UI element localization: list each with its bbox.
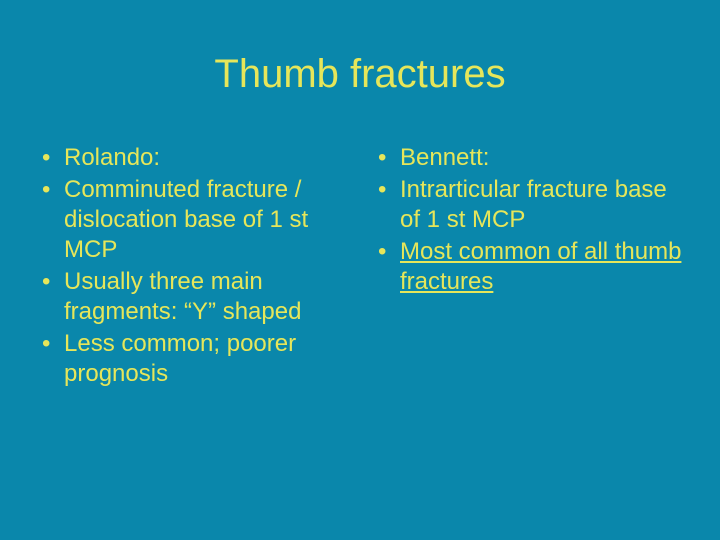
list-item-text: Most common of all thumb fractures xyxy=(400,238,681,295)
list-item: Rolando: xyxy=(36,143,348,173)
list-item-text: Intrarticular fracture base of 1 st MCP xyxy=(400,176,667,233)
content-columns: Rolando: Comminuted fracture / dislocati… xyxy=(0,143,720,391)
left-list: Rolando: Comminuted fracture / dislocati… xyxy=(36,143,348,389)
left-column: Rolando: Comminuted fracture / dislocati… xyxy=(36,143,360,391)
list-item-text: Usually three main fragments: “Y” shaped xyxy=(64,268,301,325)
list-item: Less common; poorer prognosis xyxy=(36,329,348,389)
slide-title: Thumb fractures xyxy=(0,0,720,97)
right-list: Bennett: Intrarticular fracture base of … xyxy=(372,143,684,297)
list-item-text: Comminuted fracture / dislocation base o… xyxy=(64,176,308,263)
slide: Thumb fractures Rolando: Comminuted frac… xyxy=(0,0,720,540)
list-item-text: Bennett: xyxy=(400,144,489,171)
list-item: Bennett: xyxy=(372,143,684,173)
list-item: Usually three main fragments: “Y” shaped xyxy=(36,267,348,327)
right-column: Bennett: Intrarticular fracture base of … xyxy=(360,143,684,391)
list-item: Most common of all thumb fractures xyxy=(372,237,684,297)
list-item: Comminuted fracture / dislocation base o… xyxy=(36,175,348,265)
list-item-text: Less common; poorer prognosis xyxy=(64,330,296,387)
list-item-text: Rolando: xyxy=(64,144,160,171)
list-item: Intrarticular fracture base of 1 st MCP xyxy=(372,175,684,235)
